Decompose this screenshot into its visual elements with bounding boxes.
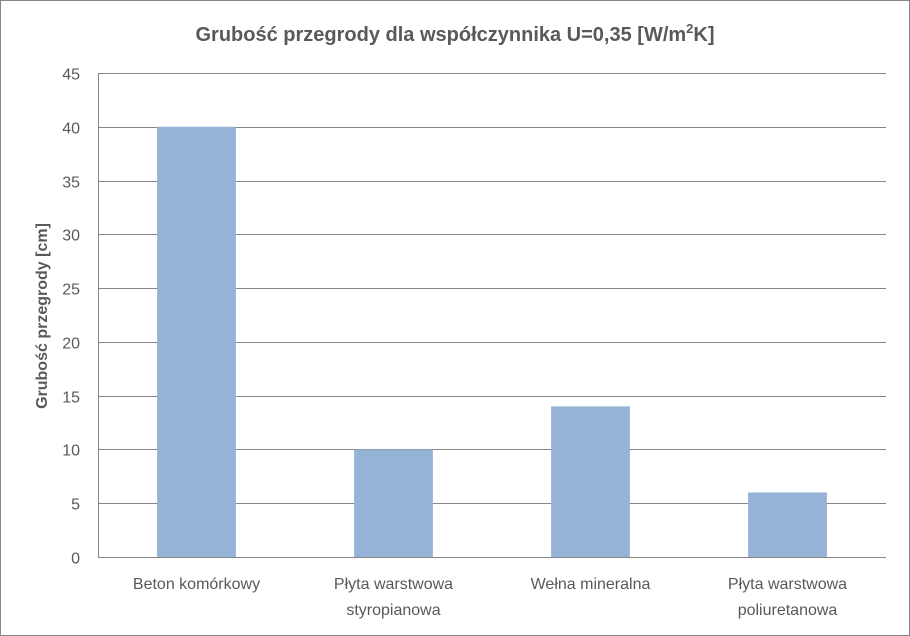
bar	[748, 492, 827, 557]
x-category-label: poliuretanowa	[738, 602, 838, 619]
bars	[157, 126, 827, 558]
x-category-labels: Beton komórkowy Płyta warstwowa styropiano…	[133, 576, 847, 619]
y-tick-labels: 0 5 10 15 20 25 30 35 40 45	[62, 67, 80, 568]
bar	[551, 406, 630, 557]
y-tick-label: 45	[62, 67, 80, 84]
chart-title-main: Grubość przegrody dla współczynnika U=0,…	[195, 24, 686, 46]
x-category-label: styropianowa	[346, 602, 440, 619]
y-tick-label: 25	[62, 282, 80, 299]
chart-title: Grubość przegrody dla współczynnika U=0,…	[195, 21, 714, 46]
chart-title-end: K]	[693, 24, 714, 46]
bar	[354, 449, 433, 557]
y-tick-label: 15	[62, 390, 80, 407]
bar	[157, 126, 236, 558]
x-category-label: Płyta warstwowa	[728, 576, 847, 593]
y-tick-label: 35	[62, 175, 80, 192]
axes	[98, 73, 886, 558]
y-tick-label: 20	[62, 336, 80, 353]
chart-title-superscript: 2	[686, 21, 693, 36]
y-tick-label: 5	[71, 497, 80, 514]
x-category-label: Płyta warstwowa	[334, 576, 453, 593]
x-category-label: Beton komórkowy	[133, 576, 260, 593]
x-category-label: Wełna mineralna	[531, 576, 651, 593]
y-tick-label: 10	[62, 443, 80, 460]
y-tick-label: 40	[62, 121, 80, 138]
y-tick-label: 0	[71, 551, 80, 568]
y-axis-label: Grubość przegrody [cm]	[34, 223, 51, 409]
y-tick-label: 30	[62, 228, 80, 245]
